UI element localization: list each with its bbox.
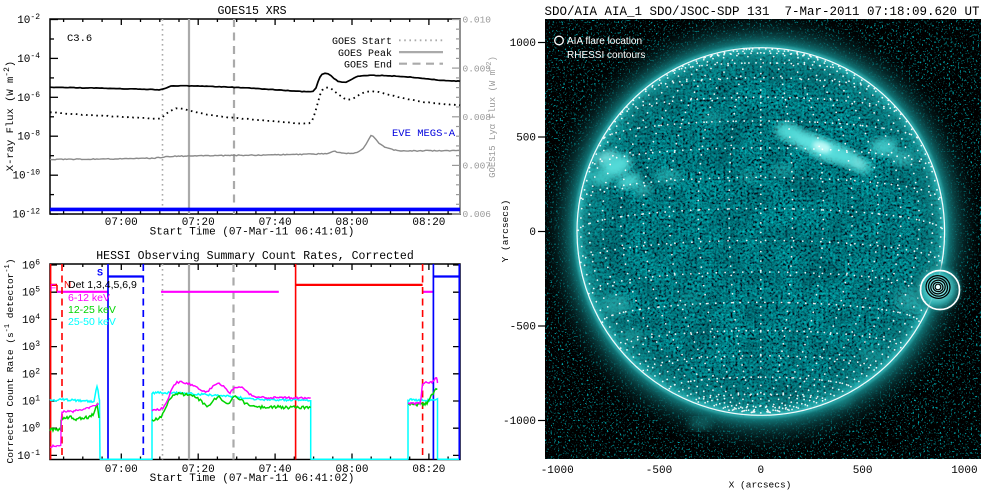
svg-text:08:20: 08:20 [412, 464, 445, 476]
svg-text:Corrected Count Rate (s-1 dete: Corrected Count Rate (s-1 detector-1) [4, 259, 16, 464]
svg-text:-500: -500 [646, 465, 672, 477]
svg-text:07:00: 07:00 [105, 464, 138, 476]
svg-text:07:00: 07:00 [105, 217, 138, 229]
svg-text:HESSI Observing Summary Count: HESSI Observing Summary Count Rates, Cor… [96, 250, 413, 263]
svg-text:07:40: 07:40 [259, 217, 292, 229]
svg-text:-500: -500 [510, 322, 536, 334]
svg-text:6-12 keV: 6-12 keV [68, 292, 110, 304]
svg-text:08:20: 08:20 [412, 217, 445, 229]
svg-text:GOES15 XRS: GOES15 XRS [217, 5, 286, 18]
svg-text:SDO/AIA AIA_1 SDO/JSOC-SDP 131: SDO/AIA AIA_1 SDO/JSOC-SDP 131 7-Mar-201… [544, 5, 980, 19]
svg-text:25-50 keV: 25-50 keV [68, 316, 116, 328]
svg-text:Y (arcsecs): Y (arcsecs) [500, 200, 511, 263]
svg-text:1000: 1000 [510, 38, 536, 50]
svg-text:EVE MEGS-A: EVE MEGS-A [392, 128, 456, 140]
svg-text:08:00: 08:00 [335, 464, 368, 476]
svg-text:S: S [97, 268, 103, 278]
svg-text:GOES15 Lyα Flux (W m-2): GOES15 Lyα Flux (W m-2) [486, 56, 498, 178]
svg-text:GOES End: GOES End [344, 60, 392, 72]
svg-text:12-25 keV: 12-25 keV [68, 304, 116, 316]
svg-text:07:40: 07:40 [259, 464, 292, 476]
svg-text:AIA flare location: AIA flare location [567, 36, 642, 47]
svg-text:500: 500 [853, 465, 873, 477]
svg-text:08:00: 08:00 [335, 217, 368, 229]
svg-text:GOES Peak: GOES Peak [338, 48, 392, 60]
svg-text:0.008: 0.008 [463, 112, 492, 123]
svg-text:0.006: 0.006 [463, 209, 492, 220]
svg-text:C3.6: C3.6 [67, 33, 92, 45]
svg-text:0: 0 [757, 465, 764, 477]
svg-text:0.007: 0.007 [463, 161, 492, 172]
svg-text:Start Time (07-Mar-11 06:41:01: Start Time (07-Mar-11 06:41:01) [150, 227, 355, 239]
svg-text:07:20: 07:20 [182, 464, 215, 476]
svg-text:500: 500 [516, 133, 536, 145]
svg-text:0.009: 0.009 [463, 63, 492, 74]
svg-text:X-ray Flux (W m-2): X-ray Flux (W m-2) [3, 61, 17, 171]
svg-text:GOES Start: GOES Start [332, 37, 392, 48]
svg-text:Start Time (07-Mar-11 06:41:02: Start Time (07-Mar-11 06:41:02) [150, 473, 355, 485]
svg-text:Det 1,3,4,5,6,9: Det 1,3,4,5,6,9 [68, 279, 137, 291]
svg-text:1000: 1000 [951, 465, 977, 477]
svg-text:-1000: -1000 [541, 465, 574, 477]
svg-text:0: 0 [529, 227, 536, 239]
svg-text:X (arcsecs): X (arcsecs) [729, 480, 792, 491]
svg-text:07:20: 07:20 [182, 217, 215, 229]
svg-text:RHESSI contours: RHESSI contours [567, 50, 645, 61]
svg-text:F: F [50, 283, 56, 294]
svg-text:N: N [64, 280, 71, 291]
svg-text:0.010: 0.010 [463, 15, 492, 26]
svg-text:-1000: -1000 [503, 416, 536, 428]
